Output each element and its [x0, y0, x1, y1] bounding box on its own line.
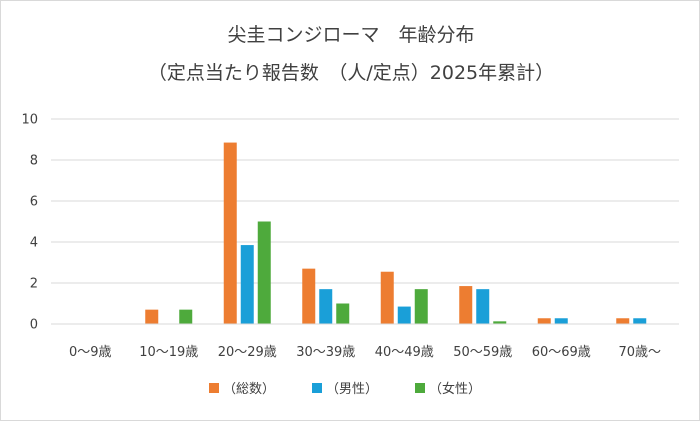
bar	[616, 318, 630, 324]
bar	[145, 309, 159, 324]
bars	[145, 142, 647, 324]
bar	[240, 245, 254, 324]
legend-label: （女性）	[429, 381, 481, 397]
y-tick-label: 2	[30, 277, 38, 292]
bar	[336, 303, 350, 324]
x-axis-ticks: 0～9歳 10～19歳 20～29歳 30～39歳 40～49歳 50～59歳 60～69歳…	[69, 345, 661, 360]
bar	[397, 306, 411, 324]
bar	[459, 286, 473, 324]
gridlines	[51, 118, 679, 284]
legend-swatch	[209, 383, 219, 393]
legend-label: （男性）	[326, 382, 378, 397]
y-tick-label: 4	[30, 236, 38, 251]
bar	[257, 221, 271, 324]
legend: （総数） （男性） （女性）	[209, 381, 481, 397]
bar	[476, 289, 490, 324]
x-tick-label: 50～59歳	[453, 345, 512, 360]
x-tick-label: 70歳～	[618, 345, 661, 360]
x-tick-label: 20～29歳	[218, 345, 277, 360]
legend-label: （総数）	[223, 382, 275, 397]
bar	[633, 318, 647, 324]
bar	[380, 271, 394, 324]
chart-title-line-2: （定点当たり報告数 （人/定点）2025年累計）	[148, 62, 554, 84]
bar	[319, 289, 333, 324]
y-tick-label: 0	[30, 318, 38, 333]
x-tick-label: 40～49歳	[375, 345, 434, 360]
bar	[414, 289, 428, 324]
legend-swatch	[312, 383, 322, 393]
y-tick-label: 8	[30, 154, 38, 169]
bar	[302, 268, 316, 324]
y-tick-label: 10	[21, 113, 38, 128]
bar	[493, 321, 507, 324]
chart-title-line-1: 尖圭コンジローマ 年齢分布	[227, 24, 474, 46]
x-tick-label: 0～9歳	[69, 345, 112, 360]
bar	[554, 318, 568, 324]
bar	[223, 142, 237, 324]
y-tick-label: 6	[30, 195, 38, 210]
x-tick-label: 10～19歳	[139, 345, 198, 360]
legend-swatch	[415, 383, 425, 393]
chart-title: 尖圭コンジローマ 年齢分布 （定点当たり報告数 （人/定点）2025年累計）	[148, 24, 554, 84]
y-axis-ticks: 0 2 4 6 8 10	[21, 113, 38, 333]
x-tick-label: 30～39歳	[296, 345, 355, 360]
bar	[179, 309, 193, 324]
bar	[537, 318, 551, 324]
x-tick-label: 60～69歳	[532, 345, 591, 360]
